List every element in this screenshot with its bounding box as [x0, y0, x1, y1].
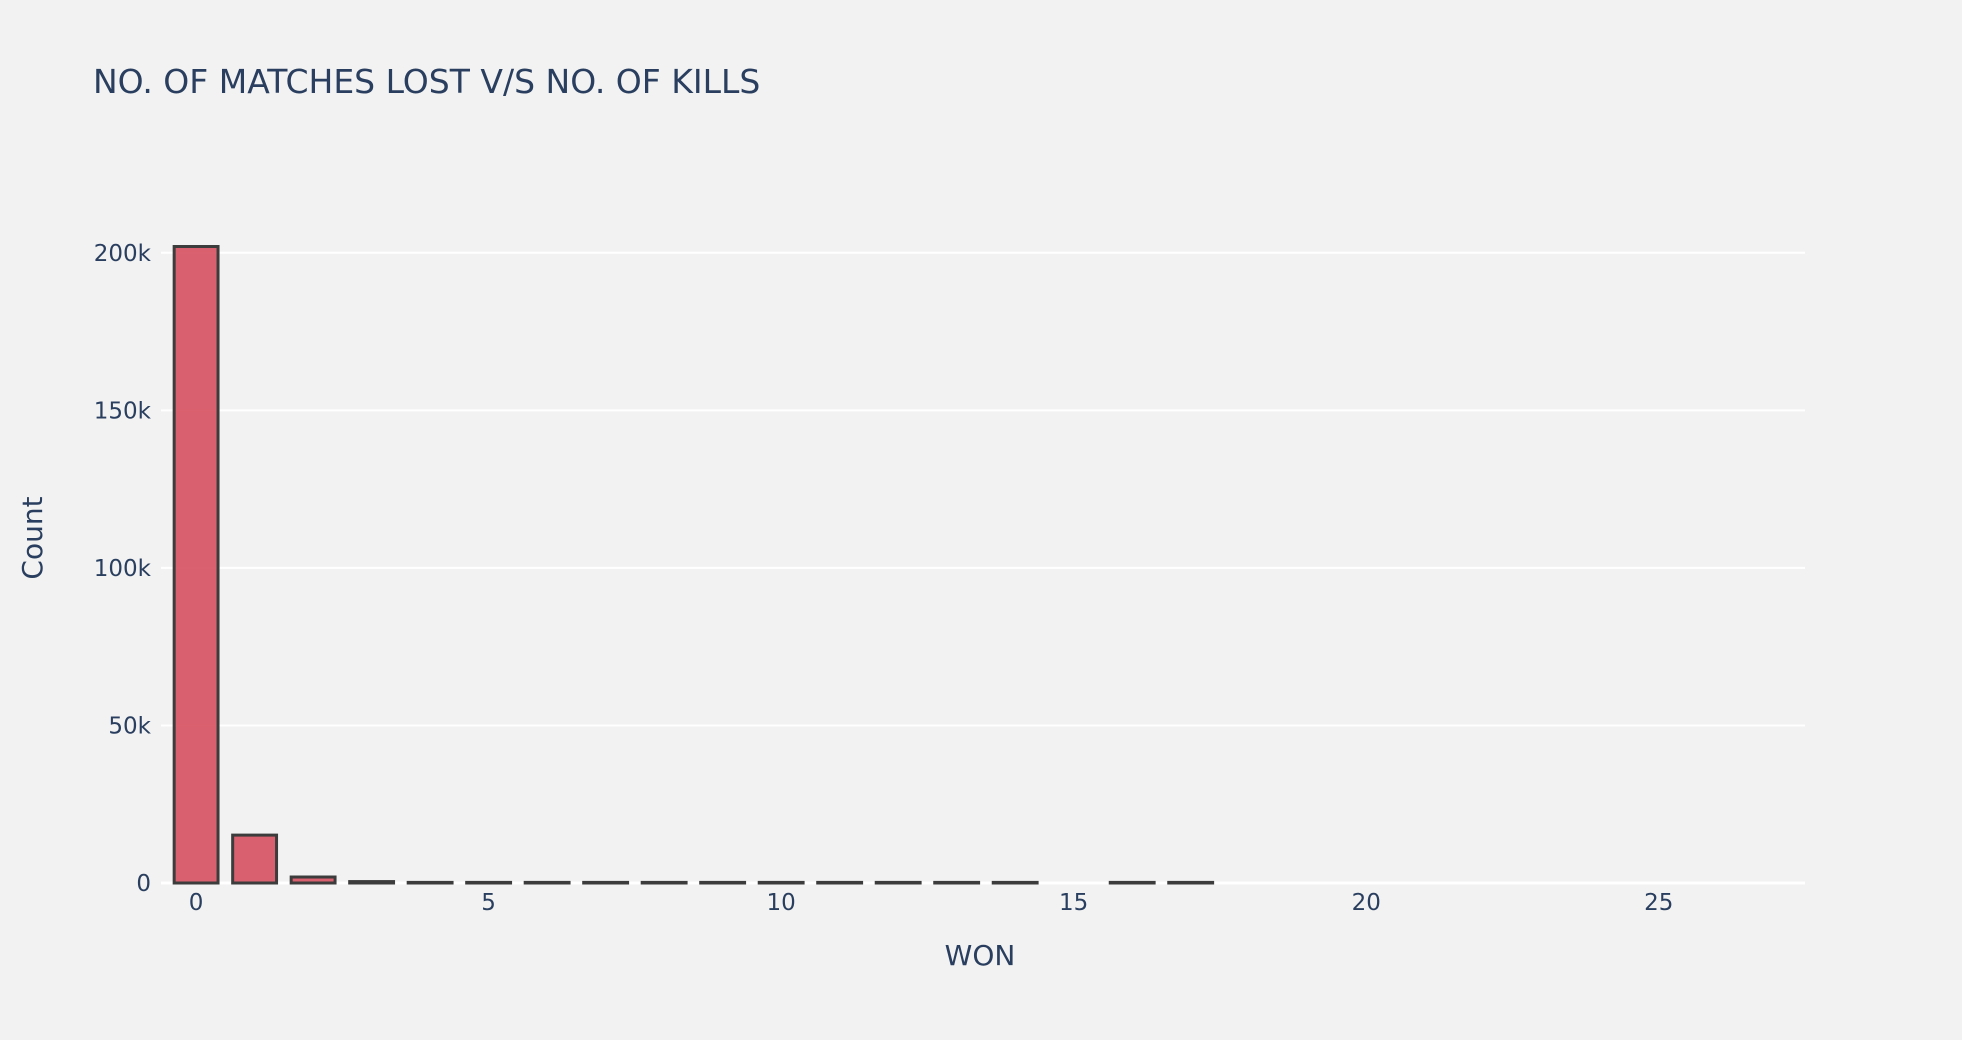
bar-2[interactable]	[289, 875, 337, 885]
bar-10[interactable]	[757, 880, 805, 885]
x-tick-label: 25	[1644, 890, 1673, 916]
x-tick-label: 20	[1352, 890, 1381, 916]
bar-16[interactable]	[1108, 880, 1156, 885]
bar-13[interactable]	[933, 880, 981, 885]
bar-9[interactable]	[699, 880, 747, 885]
x-tick-label: 5	[481, 890, 496, 916]
bar-11[interactable]	[816, 880, 864, 885]
x-tick-label: 15	[1059, 890, 1088, 916]
y-axis-title: Count	[16, 496, 49, 579]
x-tick-label: 10	[767, 890, 796, 916]
bar-14[interactable]	[991, 880, 1039, 885]
x-tick-label: 0	[189, 890, 204, 916]
bar-0[interactable]	[172, 245, 220, 885]
chart-title: NO. OF MATCHES LOST V/S NO. OF KILLS	[93, 62, 760, 101]
bar-7[interactable]	[582, 880, 630, 885]
y-tick-label: 0	[136, 871, 151, 897]
bar-17[interactable]	[1167, 880, 1215, 885]
bar-12[interactable]	[874, 880, 922, 885]
bars	[172, 245, 1215, 885]
bar-3[interactable]	[348, 880, 396, 885]
gridlines	[161, 251, 1805, 885]
y-axis-ticks: 0 50k 100k 150k 200k	[94, 241, 152, 897]
bar-8[interactable]	[640, 880, 688, 885]
bar-6[interactable]	[523, 880, 571, 885]
x-axis-title: WON	[945, 939, 1016, 972]
bar-5[interactable]	[465, 880, 513, 885]
y-tick-label: 200k	[94, 241, 152, 267]
bar-1[interactable]	[231, 833, 279, 885]
y-tick-label: 50k	[108, 713, 151, 739]
y-tick-label: 100k	[94, 556, 152, 582]
y-tick-label: 150k	[94, 398, 152, 424]
x-axis-ticks: 0 5 10 15 20 25	[189, 890, 1674, 916]
bar-4[interactable]	[406, 880, 454, 885]
